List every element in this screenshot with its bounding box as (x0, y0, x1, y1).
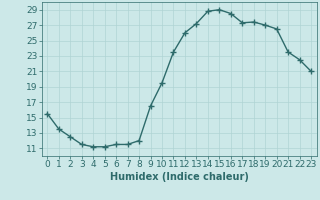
X-axis label: Humidex (Indice chaleur): Humidex (Indice chaleur) (110, 172, 249, 182)
